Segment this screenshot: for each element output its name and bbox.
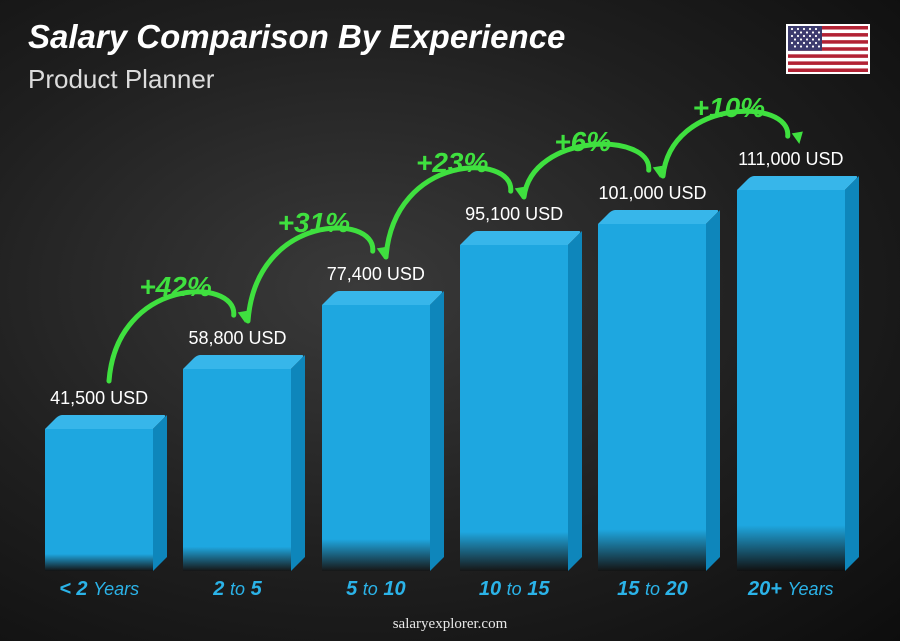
bar-front-face	[45, 429, 153, 571]
bar-value-label: 95,100 USD	[465, 204, 563, 225]
footer-credit: salaryexplorer.com	[0, 616, 900, 633]
bar-side-face	[153, 415, 167, 571]
bar-side-face	[291, 355, 305, 571]
bar-value-label: 41,500 USD	[50, 388, 148, 409]
x-axis: < 2 Years2 to 55 to 1010 to 1515 to 2020…	[30, 578, 860, 601]
chart-subtitle: Product Planner	[28, 64, 214, 95]
bar-value-label: 111,000 USD	[738, 149, 843, 170]
bar-plot: 41,500 USD 58,800 USD 77,400 USD 95,100 USD…	[30, 120, 860, 571]
x-axis-label: 5 to 10	[307, 578, 445, 601]
bar: 41,500 USD	[30, 120, 168, 571]
bar-front-face	[183, 369, 291, 571]
x-axis-label: < 2 Years	[30, 578, 168, 601]
bar-top-face	[183, 355, 305, 369]
bar-value-label: 77,400 USD	[327, 264, 425, 285]
bar-side-face	[706, 210, 720, 571]
bar-top-face	[737, 176, 859, 190]
x-axis-label: 2 to 5	[168, 578, 306, 601]
bar: 101,000 USD	[583, 120, 721, 571]
bar-front-face	[737, 190, 845, 571]
bar-top-face	[322, 291, 444, 305]
us-flag-icon	[786, 24, 870, 74]
bar-front-face	[460, 245, 568, 571]
bar-front-face	[322, 305, 430, 571]
bar-value-label: 58,800 USD	[188, 328, 286, 349]
bar: 58,800 USD	[168, 120, 306, 571]
bar-front-face	[598, 224, 706, 571]
bar: 111,000 USD	[722, 120, 860, 571]
bar-side-face	[845, 176, 859, 571]
bar: 77,400 USD	[307, 120, 445, 571]
bar: 95,100 USD	[445, 120, 583, 571]
bar-top-face	[598, 210, 720, 224]
chart-canvas: Salary Comparison By Experience Product …	[0, 0, 900, 641]
chart-title: Salary Comparison By Experience	[28, 18, 565, 56]
bar-side-face	[568, 231, 582, 571]
x-axis-label: 10 to 15	[445, 578, 583, 601]
bar-side-face	[430, 291, 444, 571]
x-axis-label: 15 to 20	[583, 578, 721, 601]
x-axis-label: 20+ Years	[722, 578, 860, 601]
bar-top-face	[45, 415, 167, 429]
bar-top-face	[460, 231, 582, 245]
bar-value-label: 101,000 USD	[598, 183, 706, 204]
